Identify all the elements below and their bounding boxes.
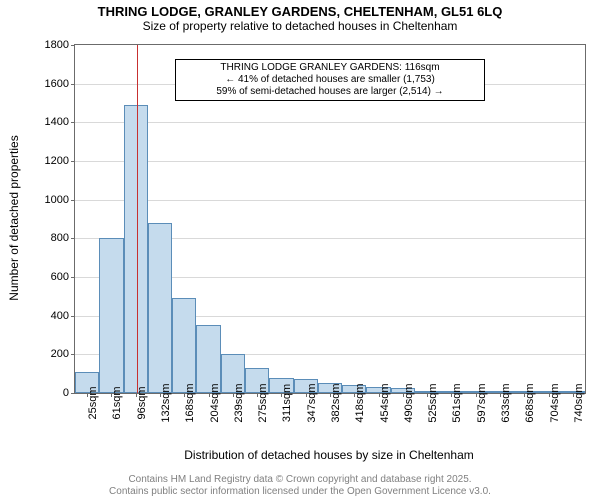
x-tick-mark <box>209 393 210 397</box>
x-tick-label: 347sqm <box>306 375 318 422</box>
footer-line-2: Contains public sector information licen… <box>0 486 600 498</box>
x-tick-mark <box>451 393 452 397</box>
y-tick-mark <box>71 84 75 85</box>
annotation-line: ← 41% of detached houses are smaller (1,… <box>182 74 478 86</box>
gridline <box>75 200 585 201</box>
x-tick-label: 132sqm <box>160 375 172 422</box>
x-tick-label: 275sqm <box>257 375 269 422</box>
y-tick-mark <box>71 45 75 46</box>
y-tick-mark <box>71 122 75 123</box>
histogram-bar <box>148 223 172 393</box>
chart-title: THRING LODGE, GRANLEY GARDENS, CHELTENHA… <box>0 0 600 19</box>
annotation-line: THRING LODGE GRANLEY GARDENS: 116sqm <box>182 62 478 74</box>
x-tick-mark <box>549 393 550 397</box>
x-tick-label: 525sqm <box>427 375 439 422</box>
x-tick-mark <box>87 393 88 397</box>
y-axis-label: Number of detached properties <box>7 135 21 300</box>
x-tick-mark <box>354 393 355 397</box>
x-tick-label: 597sqm <box>476 375 488 422</box>
x-tick-label: 633sqm <box>500 375 512 422</box>
x-tick-mark <box>573 393 574 397</box>
x-tick-mark <box>476 393 477 397</box>
x-tick-mark <box>403 393 404 397</box>
y-tick-mark <box>71 316 75 317</box>
annotation-box: THRING LODGE GRANLEY GARDENS: 116sqm← 41… <box>175 59 485 101</box>
x-tick-mark <box>257 393 258 397</box>
chart-footer: Contains HM Land Registry data © Crown c… <box>0 474 600 498</box>
x-tick-mark <box>111 393 112 397</box>
x-tick-label: 61sqm <box>111 378 123 419</box>
annotation-line: 59% of semi-detached houses are larger (… <box>182 86 478 98</box>
y-tick-mark <box>71 277 75 278</box>
gridline <box>75 122 585 123</box>
x-tick-label: 561sqm <box>451 375 463 422</box>
x-tick-label: 668sqm <box>524 375 536 422</box>
y-tick-mark <box>71 354 75 355</box>
x-tick-mark <box>306 393 307 397</box>
chart-container: THRING LODGE, GRANLEY GARDENS, CHELTENHA… <box>0 0 600 500</box>
y-tick-mark <box>71 393 75 394</box>
x-tick-mark <box>160 393 161 397</box>
x-tick-mark <box>184 393 185 397</box>
x-axis-label: Distribution of detached houses by size … <box>74 448 584 462</box>
x-tick-mark <box>379 393 380 397</box>
x-tick-label: 454sqm <box>379 375 391 422</box>
x-tick-mark <box>500 393 501 397</box>
y-tick-mark <box>71 161 75 162</box>
x-tick-label: 204sqm <box>209 375 221 422</box>
chart-subtitle: Size of property relative to detached ho… <box>0 19 600 37</box>
x-tick-mark <box>524 393 525 397</box>
x-tick-label: 418sqm <box>354 375 366 422</box>
x-tick-label: 490sqm <box>403 375 415 422</box>
plot-area: 02004006008001000120014001600180025sqm61… <box>74 44 586 394</box>
x-tick-mark <box>233 393 234 397</box>
y-tick-mark <box>71 238 75 239</box>
x-tick-mark <box>427 393 428 397</box>
x-tick-mark <box>281 393 282 397</box>
gridline <box>75 161 585 162</box>
x-tick-label: 382sqm <box>330 375 342 422</box>
x-tick-label: 239sqm <box>233 375 245 422</box>
x-tick-label: 704sqm <box>549 375 561 422</box>
x-tick-label: 25sqm <box>87 378 99 419</box>
histogram-bar <box>124 105 148 393</box>
x-tick-mark <box>136 393 137 397</box>
y-tick-mark <box>71 200 75 201</box>
footer-line-1: Contains HM Land Registry data © Crown c… <box>0 474 600 486</box>
x-tick-mark <box>330 393 331 397</box>
x-tick-label: 740sqm <box>573 375 585 422</box>
x-tick-label: 311sqm <box>281 376 293 422</box>
histogram-bar <box>99 238 123 393</box>
property-marker-line <box>137 45 138 393</box>
x-tick-label: 168sqm <box>184 375 196 422</box>
